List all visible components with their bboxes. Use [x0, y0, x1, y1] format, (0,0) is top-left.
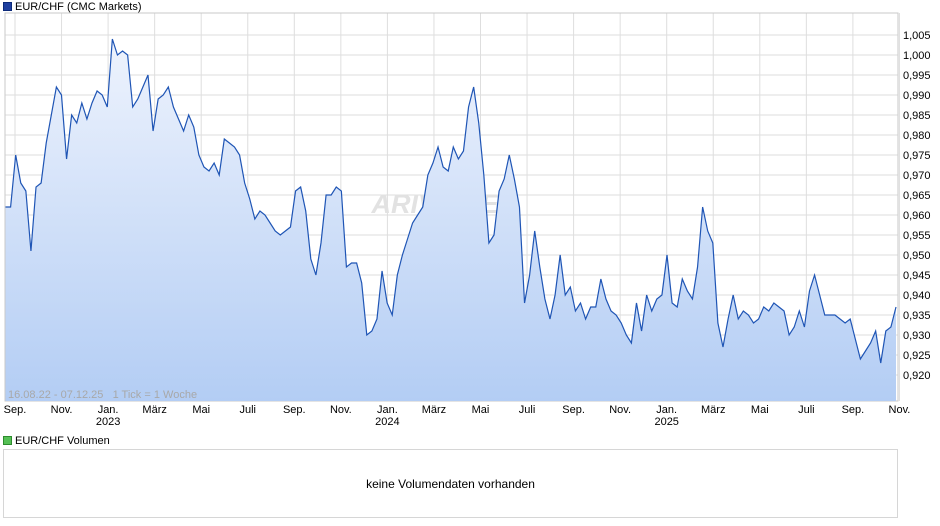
x-tick-label: Nov. — [889, 404, 911, 416]
y-tick-label: 0,950 — [903, 250, 931, 262]
y-axis-labels: 1,005 1,000 0,995 0,990 0,985 0,980 0,975 0,970… — [903, 30, 931, 382]
y-tick-label: 0,980 — [903, 130, 931, 142]
y-tick-label: 1,005 — [903, 30, 931, 42]
x-tick-label: Jan. — [377, 404, 398, 416]
x-tick-label: Sep. — [283, 404, 306, 416]
price-legend-label: EUR/CHF (CMC Markets) — [15, 1, 142, 13]
price-chart: ARIVA.DE 16.08.22 - 07.12.25 1 Tick = 1 … — [4, 12, 931, 428]
y-tick-label: 0,970 — [903, 170, 931, 182]
y-tick-label: 0,920 — [903, 370, 931, 382]
x-tick-label: Jan. — [98, 404, 119, 416]
volume-legend-swatch — [3, 436, 12, 445]
volume-legend-label: EUR/CHF Volumen — [15, 435, 110, 447]
x-tick-label: Juli — [519, 404, 536, 416]
y-tick-label: 0,975 — [903, 150, 931, 162]
price-legend: EUR/CHF (CMC Markets) — [3, 1, 142, 13]
y-tick-label: 0,955 — [903, 230, 931, 242]
y-tick-label: 0,960 — [903, 210, 931, 222]
x-tick-label: Sep. — [842, 404, 865, 416]
y-tick-label: 0,945 — [903, 270, 931, 282]
x-tick-label: Juli — [239, 404, 256, 416]
x-year-label: 2024 — [375, 416, 399, 428]
x-tick-label: Juli — [798, 404, 815, 416]
y-tick-label: 0,940 — [903, 290, 931, 302]
x-tick-label: März — [142, 404, 166, 416]
volume-panel: keine Volumendaten vorhanden — [3, 449, 898, 518]
price-area — [5, 39, 896, 401]
x-tick-label: Mai — [192, 404, 210, 416]
x-tick-label: Mai — [472, 404, 490, 416]
x-tick-label: März — [422, 404, 446, 416]
y-tick-label: 0,930 — [903, 330, 931, 342]
x-tick-label: Nov. — [609, 404, 631, 416]
price-legend-swatch — [3, 2, 12, 11]
x-year-label: 2025 — [654, 416, 678, 428]
range-note: 16.08.22 - 07.12.25 1 Tick = 1 Woche — [8, 389, 197, 401]
x-year-label: 2023 — [96, 416, 120, 428]
x-tick-label: Nov. — [330, 404, 352, 416]
x-tick-label: März — [701, 404, 725, 416]
y-tick-label: 0,935 — [903, 310, 931, 322]
y-tick-label: 1,000 — [903, 50, 931, 62]
y-tick-label: 0,925 — [903, 350, 931, 362]
no-volume-message: keine Volumendaten vorhanden — [366, 477, 535, 491]
x-tick-label: Mai — [751, 404, 769, 416]
x-tick-label: Nov. — [51, 404, 73, 416]
y-tick-label: 0,990 — [903, 90, 931, 102]
y-tick-label: 0,995 — [903, 70, 931, 82]
volume-legend: EUR/CHF Volumen — [3, 435, 110, 447]
x-tick-label: Sep. — [4, 404, 27, 416]
price-line — [5, 38, 897, 364]
x-tick-label: Jan. — [656, 404, 677, 416]
y-tick-label: 0,965 — [903, 190, 931, 202]
y-tick-label: 0,985 — [903, 110, 931, 122]
x-tick-label: Sep. — [562, 404, 585, 416]
